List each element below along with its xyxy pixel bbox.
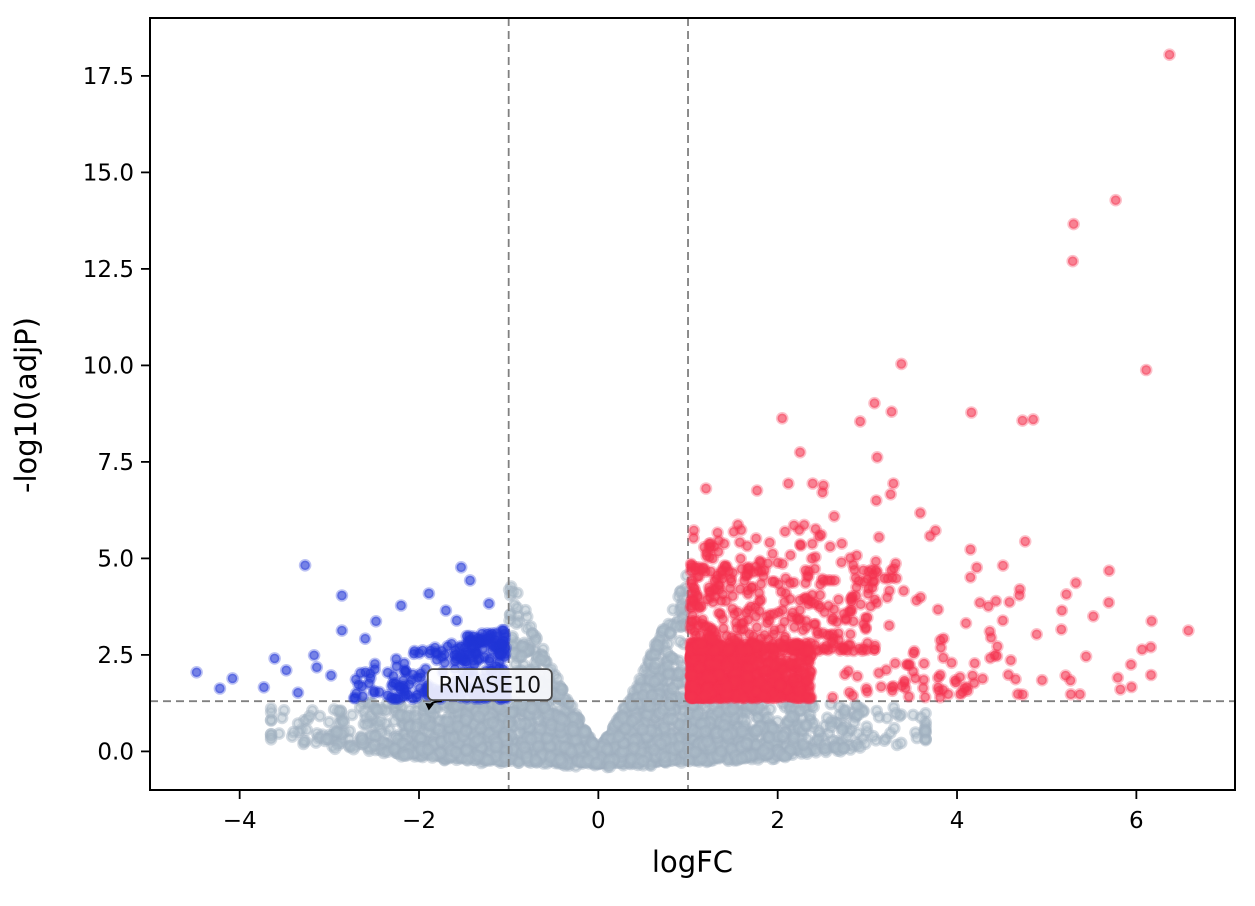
y-tick-label: 12.5 [83,257,134,283]
axes: −4 −2 0 2 4 6 0.0 2.5 5.0 7.5 10.0 12.5 15.0 17.5 logF… [9,17,1236,879]
x-tick-label: 4 [950,808,965,834]
x-tick-label: −4 [223,808,257,834]
gene-annotation: RNASE10 [425,668,553,711]
x-tick-label: 6 [1129,808,1144,834]
annotation-label: RNASE10 [439,674,542,699]
y-tick-label: 2.5 [97,643,134,669]
annotation-box [426,668,553,702]
x-tick-label: 0 [591,808,606,834]
x-tick-label: −2 [402,808,436,834]
y-tick-label: 0.0 [97,739,134,765]
x-tick-label: 2 [770,808,785,834]
y-axis-label: -log10(adjP) [9,317,43,493]
y-tick-label: 15.0 [83,160,134,186]
y-tick-label: 5.0 [97,546,134,572]
points-upregulated [684,48,1195,705]
x-axis-label: logFC [652,845,733,879]
y-tick-label: 7.5 [97,450,134,476]
y-tick-label: 17.5 [83,64,134,90]
y-tick-label: 10.0 [83,353,134,379]
